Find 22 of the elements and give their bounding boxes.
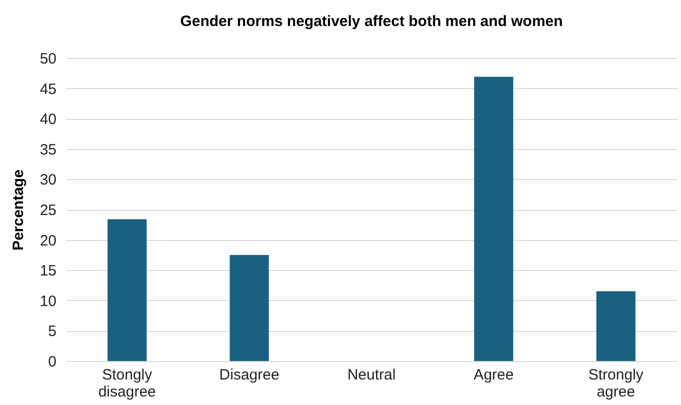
- y-tick-label: 15: [40, 262, 56, 280]
- y-tick-label: 10: [40, 292, 56, 310]
- x-tick-label: Neutral: [347, 366, 396, 384]
- x-tick-label: Stongly disagree: [98, 366, 156, 400]
- y-tick-label: 25: [40, 202, 56, 219]
- bar: [108, 219, 147, 361]
- y-tick-label: 50: [40, 50, 56, 68]
- bar: [474, 76, 514, 361]
- y-axis-title: Percentage: [10, 170, 27, 250]
- y-tick-label: 30: [40, 172, 56, 189]
- chart-title: Gender norms negatively affect both men and women: [180, 13, 563, 30]
- bar: [230, 254, 269, 361]
- y-tick-label: 35: [40, 141, 56, 158]
- y-tick-label: 5: [48, 323, 56, 340]
- y-tick-label: 20: [40, 232, 56, 250]
- y-tick-label: 45: [40, 80, 56, 98]
- y-tick-label: 40: [40, 111, 56, 128]
- y-tick-label: 0: [48, 354, 56, 370]
- bar: [596, 291, 636, 361]
- x-tick-label: Agree: [474, 366, 514, 384]
- x-tick-label: Strongly agree: [588, 366, 644, 400]
- x-tick-label: Disagree: [219, 366, 280, 384]
